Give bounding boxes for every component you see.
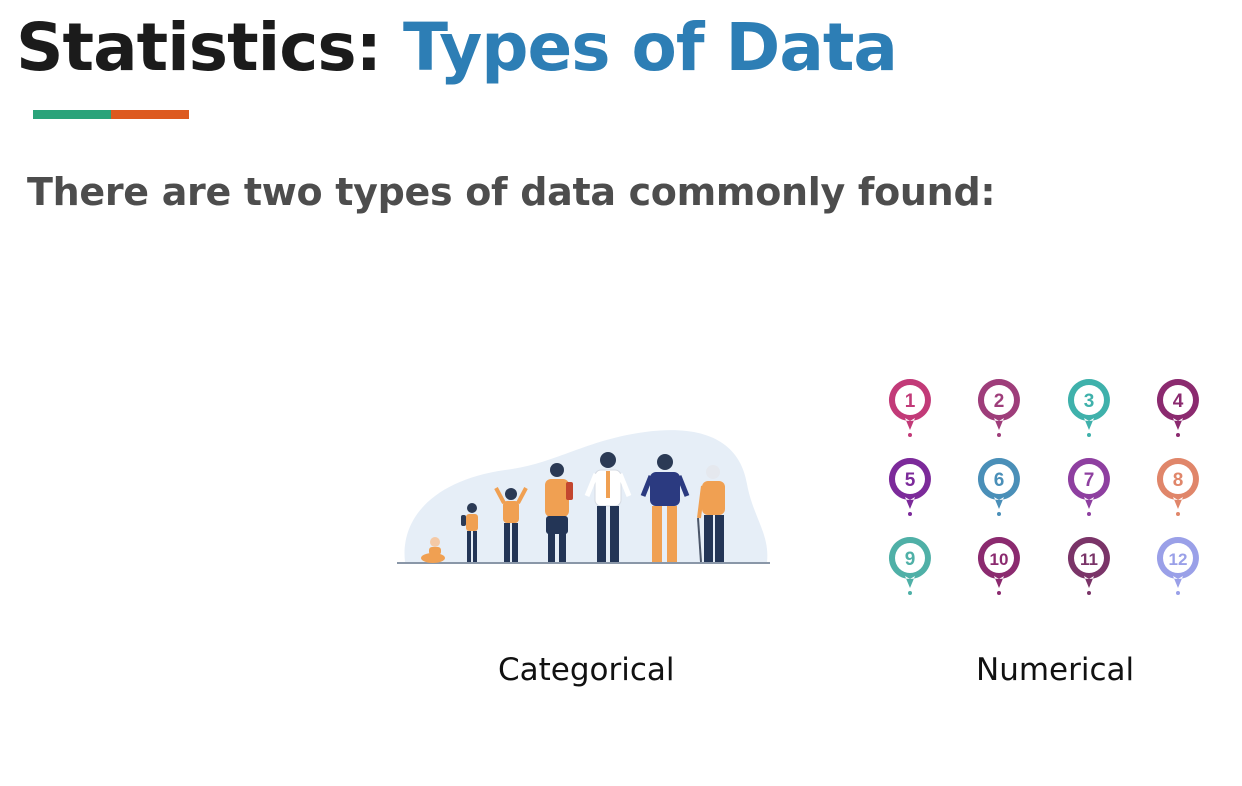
pin-number-5: 5: [905, 470, 916, 491]
number-pin: 12: [1153, 534, 1203, 596]
pin-number-2: 2: [994, 391, 1005, 412]
number-pin: 4: [1153, 376, 1203, 438]
number-pin: 9: [885, 534, 935, 596]
number-pin: 5: [885, 455, 935, 517]
pin-number-8: 8: [1173, 470, 1184, 491]
pin-number-12: 12: [1169, 550, 1188, 569]
pin-number-3: 3: [1084, 391, 1095, 412]
title-types-of-data: Types of Data: [403, 9, 898, 86]
pin-number-7: 7: [1084, 470, 1095, 491]
number-pins-grid: 1 2 3 4 5: [878, 376, 1218, 616]
number-pin: 8: [1153, 455, 1203, 517]
pin-number-6: 6: [994, 470, 1005, 491]
page-title: Statistics: Types of Data: [16, 9, 898, 86]
number-pin: 7: [1064, 455, 1114, 517]
number-pin: 1: [885, 376, 935, 438]
numerical-caption: Numerical: [976, 652, 1135, 688]
number-pin: 3: [1064, 376, 1114, 438]
categorical-caption: Categorical: [498, 652, 675, 688]
pin-number-10: 10: [990, 550, 1009, 569]
number-pin: 10: [974, 534, 1024, 596]
subtitle: There are two types of data commonly fou…: [27, 170, 996, 214]
pin-number-9: 9: [905, 549, 916, 570]
pin-number-4: 4: [1173, 391, 1184, 412]
underline-orange-segment: [111, 110, 189, 119]
number-pin: 2: [974, 376, 1024, 438]
title-statistics: Statistics:: [16, 9, 382, 86]
number-pin: 6: [974, 455, 1024, 517]
underline-green-segment: [33, 110, 111, 119]
pin-number-11: 11: [1080, 550, 1098, 569]
people-growth-illustration: [395, 422, 775, 572]
pin-number-1: 1: [905, 391, 916, 412]
number-pin: 11: [1064, 534, 1114, 596]
title-underline: [33, 110, 189, 119]
